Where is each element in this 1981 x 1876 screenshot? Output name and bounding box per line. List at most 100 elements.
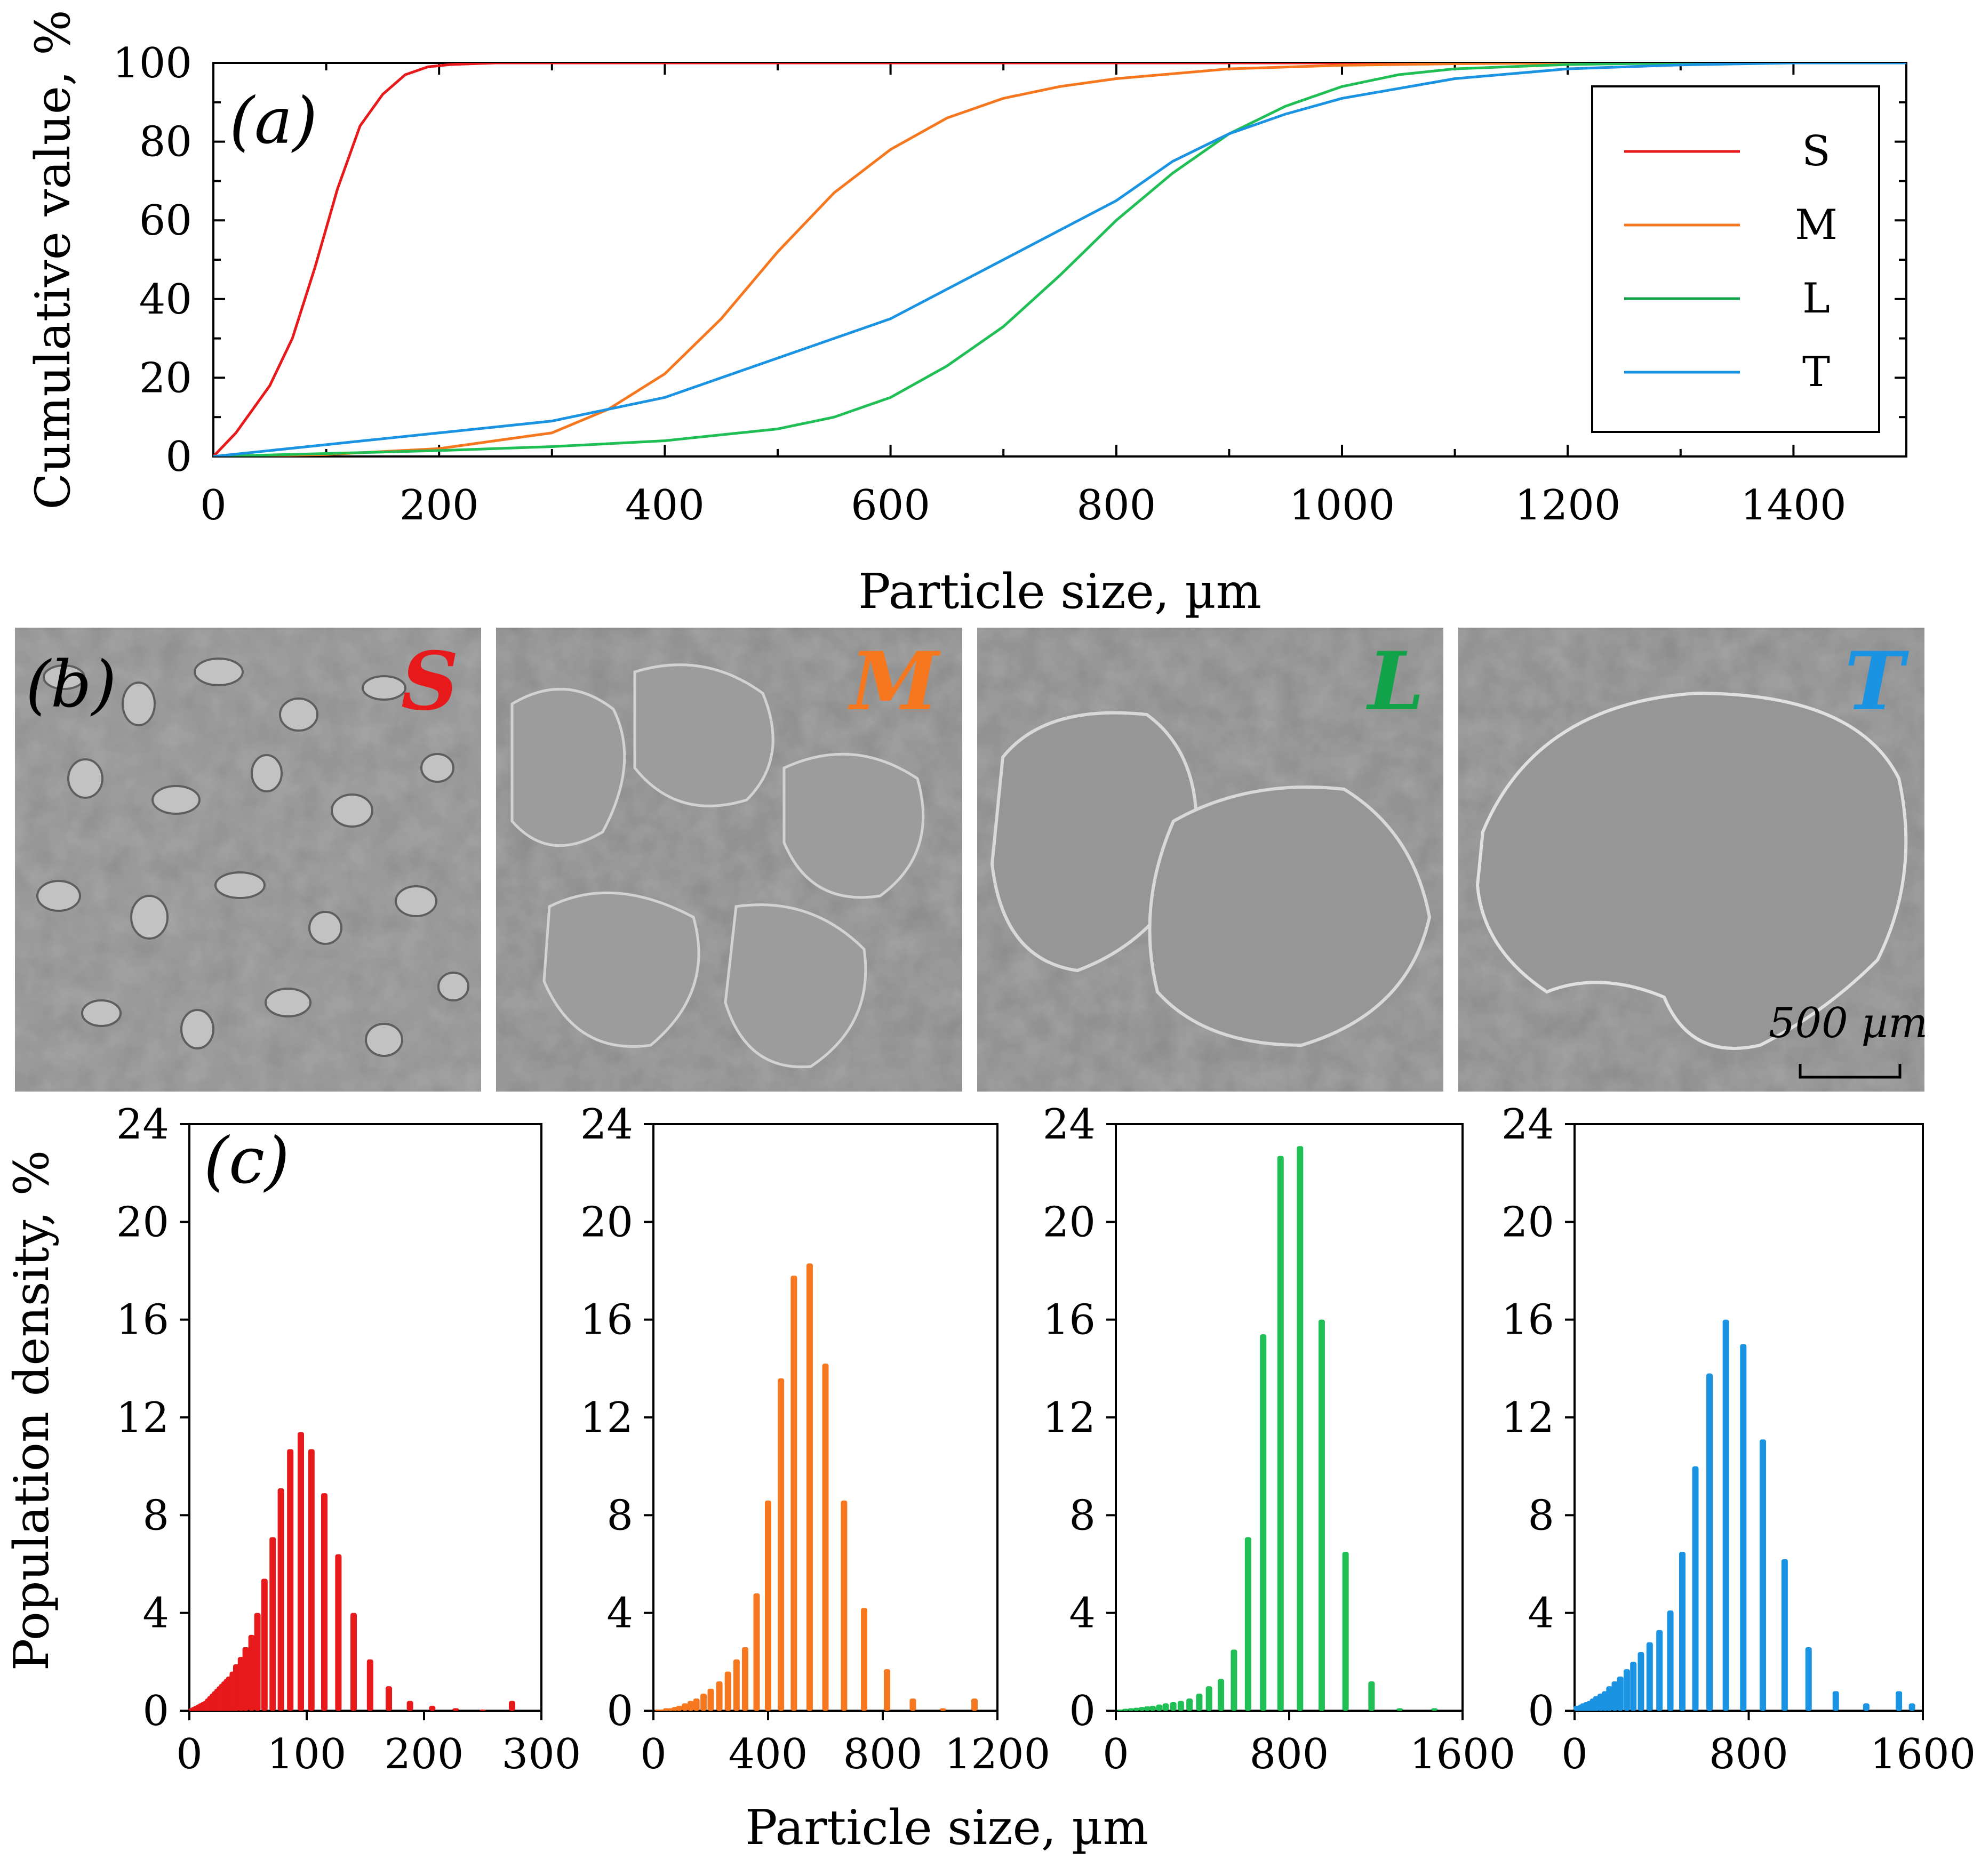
y-tick-label: 60 — [139, 197, 192, 245]
density-plot-frame — [1573, 1123, 1924, 1712]
bar-T — [1611, 1681, 1618, 1711]
density-chart-S: 0 4 8 12 16 20 24 0 100 200 300 — [116, 1101, 581, 1778]
bar-T — [1623, 1669, 1630, 1711]
sem-label-S: S — [401, 635, 459, 728]
sem-image-M — [496, 628, 962, 1092]
bar-L — [1133, 1707, 1140, 1711]
legend-label-M: M — [1795, 201, 1838, 249]
panel-label-a: (a) — [229, 84, 317, 158]
bar-S — [321, 1493, 327, 1711]
bar-T — [1832, 1691, 1839, 1711]
bar-T — [1637, 1652, 1644, 1711]
scale-bar-label: 500 µm — [1769, 999, 1928, 1047]
sem-label-L: L — [1366, 635, 1424, 728]
y-tick-label: 20 — [1501, 1198, 1554, 1246]
bar-M — [687, 1701, 694, 1711]
bar-L — [1138, 1707, 1145, 1711]
y-tick-label: 12 — [1501, 1394, 1554, 1442]
density-xlabel: Particle size, µm — [745, 1800, 1148, 1856]
sem-image-L — [977, 628, 1443, 1092]
bar-S — [509, 1701, 515, 1711]
bar-T — [1740, 1344, 1747, 1711]
legend-box — [1591, 85, 1880, 433]
bar-T — [1606, 1686, 1613, 1711]
bar-M — [676, 1705, 683, 1711]
y-tick-label: 8 — [1528, 1492, 1554, 1540]
x-tick-label: 100 — [267, 1730, 347, 1778]
bar-L — [1149, 1705, 1156, 1711]
bar-M — [841, 1500, 848, 1711]
y-tick-label: 8 — [1069, 1492, 1096, 1540]
sem-label-M: M — [848, 635, 941, 728]
bar-M — [778, 1378, 785, 1711]
x-tick-label: 1600 — [1870, 1730, 1976, 1778]
density-chart-M: 0 4 8 12 16 20 24 0 400 800 1200 — [580, 1101, 1051, 1778]
bar-T — [1781, 1559, 1788, 1711]
y-tick-label: 24 — [580, 1101, 633, 1149]
y-tick-label: 24 — [116, 1101, 169, 1149]
y-tick-label: 12 — [1043, 1394, 1096, 1442]
x-tick-label: 1400 — [1740, 482, 1847, 530]
bar-L — [1218, 1679, 1225, 1711]
bar-L — [1244, 1537, 1251, 1711]
bar-S — [242, 1647, 249, 1711]
bar-T — [1617, 1676, 1624, 1711]
bar-S — [298, 1432, 304, 1711]
cumulative-ylabel: Cumulative value, % — [25, 10, 81, 510]
bar-T — [1692, 1466, 1699, 1711]
x-tick-label: 600 — [851, 482, 930, 530]
bar-M — [716, 1681, 723, 1711]
bar-T — [1863, 1703, 1870, 1711]
bar-M — [861, 1608, 868, 1711]
bar-S — [350, 1613, 357, 1711]
bar-S — [386, 1686, 392, 1711]
bar-T — [1908, 1703, 1915, 1711]
y-tick-label: 8 — [142, 1492, 169, 1540]
bar-M — [682, 1703, 689, 1711]
bar-T — [1722, 1319, 1729, 1711]
x-tick-label: 1200 — [1515, 482, 1621, 530]
y-tick-label: 0 — [165, 433, 192, 481]
density-chart-T: 0 4 8 12 16 20 24 0 800 1600 — [1501, 1101, 1976, 1778]
bar-L — [1231, 1649, 1237, 1711]
panel-label-c: (c) — [204, 1124, 290, 1198]
y-tick-label: 4 — [606, 1590, 633, 1638]
bar-S — [480, 1709, 486, 1711]
bar-L — [1342, 1552, 1349, 1711]
bar-S — [269, 1537, 276, 1711]
bar-L — [1260, 1334, 1267, 1711]
x-tick-label: 0 — [1561, 1730, 1588, 1778]
y-tick-label: 16 — [1043, 1296, 1096, 1344]
sem-image-S — [15, 628, 481, 1092]
density-chart-L: 0 4 8 12 16 20 24 0 800 1600 — [1043, 1101, 1516, 1778]
x-tick-label: 0 — [1103, 1730, 1129, 1778]
y-tick-label: 4 — [142, 1590, 169, 1638]
series-line-M — [213, 63, 1906, 456]
bar-M — [693, 1698, 700, 1711]
legend-label-L: L — [1802, 275, 1830, 323]
bar-M — [765, 1500, 771, 1711]
bar-M — [806, 1263, 813, 1711]
bar-L — [1177, 1701, 1184, 1711]
bar-T — [1706, 1373, 1713, 1711]
density-plot-frame — [188, 1123, 542, 1712]
y-tick-label: 20 — [1043, 1198, 1096, 1246]
bar-M — [822, 1364, 829, 1711]
x-tick-label: 800 — [1709, 1730, 1788, 1778]
sem-image-T — [1458, 628, 1924, 1092]
y-tick-label: 20 — [116, 1198, 169, 1246]
bar-L — [1318, 1319, 1325, 1711]
y-tick-label: 20 — [580, 1198, 633, 1246]
bar-M — [971, 1698, 978, 1711]
bar-M — [707, 1688, 714, 1711]
bar-L — [1186, 1698, 1193, 1711]
bar-S — [287, 1449, 294, 1711]
density-ylabel: Population density, % — [4, 1150, 60, 1671]
x-tick-label: 1200 — [945, 1730, 1051, 1778]
y-tick-label: 16 — [1501, 1296, 1554, 1344]
bar-M — [733, 1659, 740, 1711]
bar-M — [724, 1671, 731, 1711]
bar-S — [254, 1613, 261, 1711]
bar-L — [1156, 1704, 1163, 1711]
